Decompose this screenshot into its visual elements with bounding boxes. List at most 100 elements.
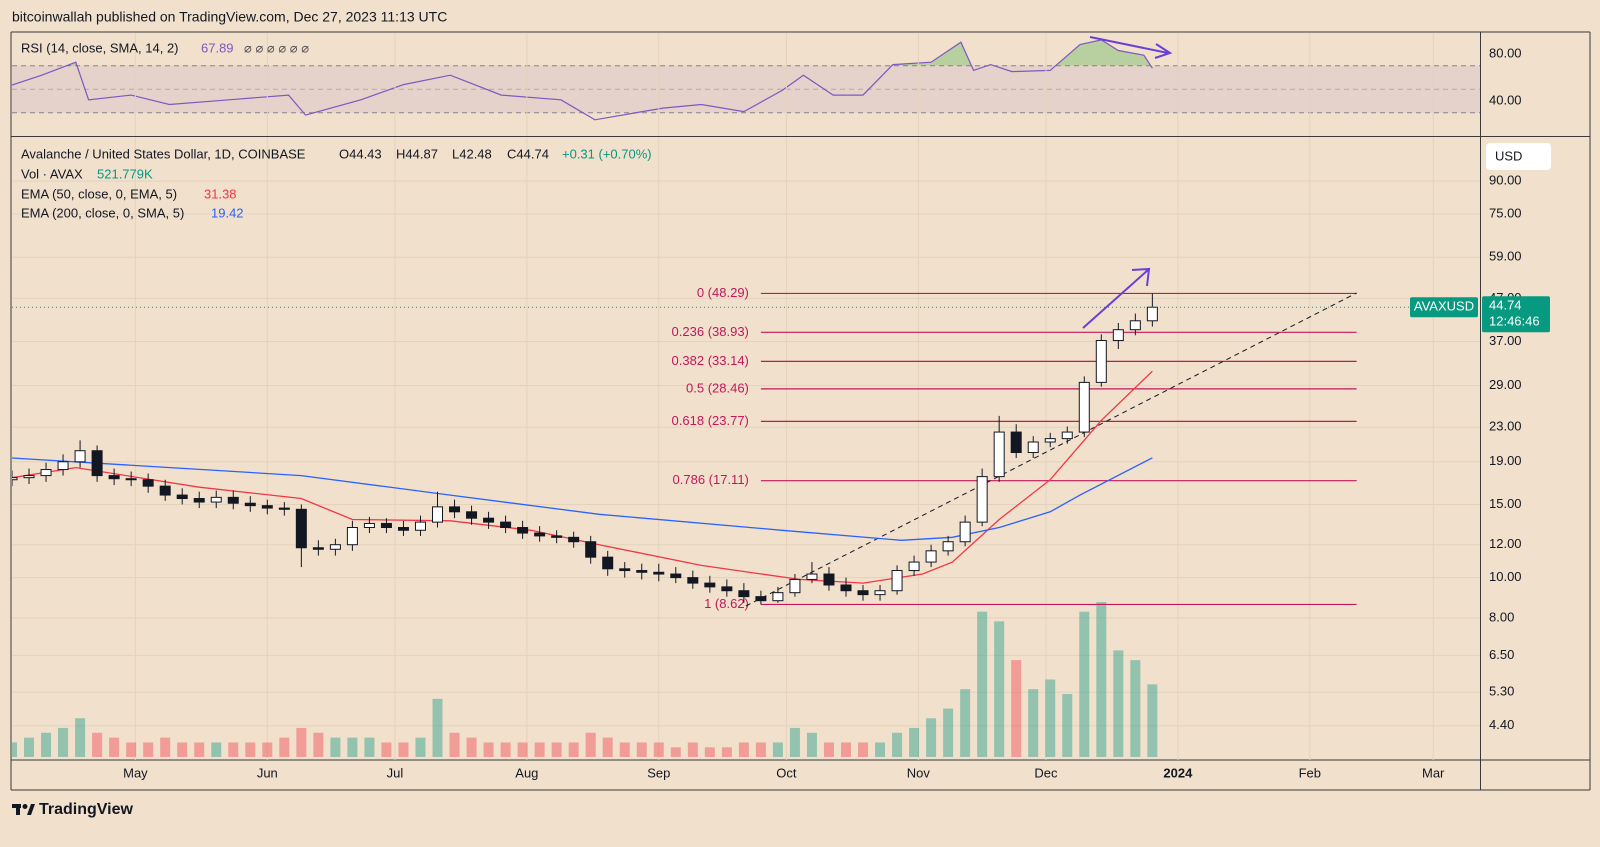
- rsi-y-tick-label: 80.00: [1489, 45, 1522, 60]
- volume-bar: [875, 742, 886, 757]
- candle-body: [466, 511, 478, 519]
- volume-bar: [381, 742, 392, 757]
- candle-body: [670, 573, 682, 579]
- volume-bar: [245, 742, 256, 757]
- volume-bar: [1130, 660, 1141, 757]
- volume-bar: [228, 742, 239, 757]
- fib-level-label: 0 (48.29): [697, 285, 749, 300]
- x-tick-label: Feb: [1299, 765, 1321, 780]
- y-tick-label: 6.50: [1489, 647, 1514, 662]
- candle-body: [806, 573, 818, 580]
- candle-body: [40, 469, 52, 477]
- volume-bar: [1062, 694, 1073, 757]
- rsi-divergence-arrow: [1089, 36, 1173, 59]
- candle-body: [1027, 441, 1039, 454]
- published-line: bitcoinwallah published on TradingView.c…: [12, 9, 447, 25]
- candle-body: [329, 544, 341, 550]
- candle-body: [942, 541, 954, 552]
- volume-bar: [347, 737, 358, 757]
- candle-body: [12, 477, 18, 481]
- y-tick-label: 10.00: [1489, 569, 1522, 584]
- candle-body: [993, 431, 1005, 478]
- volume-bar: [92, 732, 103, 757]
- x-tick-label: Dec: [1034, 765, 1058, 780]
- volume-bar: [1079, 611, 1090, 757]
- volume-bar: [177, 742, 188, 757]
- volume-bar: [994, 621, 1005, 757]
- volume-bar: [789, 727, 800, 757]
- volume-bar: [619, 742, 630, 757]
- candle-body: [142, 479, 154, 487]
- candle-body: [397, 527, 409, 531]
- volume-bar: [364, 737, 375, 757]
- y-tick-label: 12.00: [1489, 536, 1522, 551]
- candle-body: [380, 522, 392, 529]
- candle-body: [704, 582, 716, 588]
- candle-body: [500, 521, 512, 529]
- volume-bar: [551, 742, 562, 757]
- volume-bar: [449, 732, 460, 757]
- volume-bar: [500, 742, 511, 757]
- y-tick-label: 90.00: [1489, 173, 1522, 188]
- y-tick-label: 29.00: [1489, 377, 1522, 392]
- candle-body: [1095, 340, 1107, 383]
- candle-body: [619, 568, 631, 572]
- rsi-pane: [12, 33, 1480, 136]
- candle-body: [57, 461, 69, 471]
- y-tick-label: 37.00: [1489, 333, 1522, 348]
- trend-line: [745, 292, 1357, 607]
- candle-body: [772, 592, 784, 602]
- candle-body: [789, 578, 801, 594]
- price-change: +0.31 (+0.70%): [562, 146, 652, 161]
- candle-body: [278, 507, 290, 510]
- volume-bar: [143, 742, 154, 757]
- x-tick-label: 2024: [1163, 765, 1193, 780]
- volume-bar: [568, 742, 579, 757]
- volume-bar: [517, 742, 528, 757]
- candle-body: [210, 496, 222, 503]
- candle-body: [517, 527, 529, 534]
- volume-bar: [160, 737, 171, 757]
- volume-bar: [585, 732, 596, 757]
- volume-bar: [892, 732, 903, 757]
- candle-body: [585, 541, 597, 558]
- ema-line: [12, 457, 1153, 541]
- rsi-y-tick-label: 40.00: [1489, 92, 1522, 107]
- candle-body: [551, 535, 563, 538]
- volume-bar: [1113, 650, 1124, 757]
- candle-body: [959, 521, 971, 543]
- ema200-legend-value: 19.42: [211, 205, 244, 220]
- candle-body: [432, 506, 444, 523]
- candle-body: [159, 485, 171, 496]
- last-price-tag: [1482, 296, 1550, 333]
- y-tick-label: 15.00: [1489, 496, 1522, 511]
- candle-body: [74, 450, 86, 463]
- ema50-legend-value: 31.38: [204, 186, 237, 201]
- candle-body: [874, 590, 886, 596]
- candle-body: [261, 505, 273, 509]
- volume-bar: [313, 732, 324, 757]
- candle-body: [602, 556, 614, 570]
- volume-bar: [483, 742, 494, 757]
- y-tick-label: 5.30: [1489, 684, 1514, 699]
- volume-bar: [926, 718, 937, 757]
- fib-level-label: 0.236 (38.93): [672, 324, 749, 339]
- volume-bar: [687, 742, 698, 757]
- y-tick-label: 75.00: [1489, 205, 1522, 220]
- fib-level-label: 1 (8.62): [704, 596, 749, 611]
- candle-body: [976, 476, 988, 523]
- fib-level-label: 0.382 (33.14): [672, 353, 749, 368]
- volume-bar: [109, 737, 120, 757]
- ohlc-close: C44.74: [507, 146, 549, 161]
- volume-bar: [75, 718, 86, 757]
- volume-bar: [840, 742, 851, 757]
- currency-label[interactable]: USD: [1495, 148, 1522, 163]
- volume-bar: [806, 732, 817, 757]
- logo-part: [16, 804, 20, 815]
- price-pane: 0 (48.29) 0.236 (38.93) 0.382 (33.14) 0.5 (…: [12, 137, 1480, 760]
- volume-bar: [41, 732, 52, 757]
- currency-button[interactable]: [1486, 143, 1551, 170]
